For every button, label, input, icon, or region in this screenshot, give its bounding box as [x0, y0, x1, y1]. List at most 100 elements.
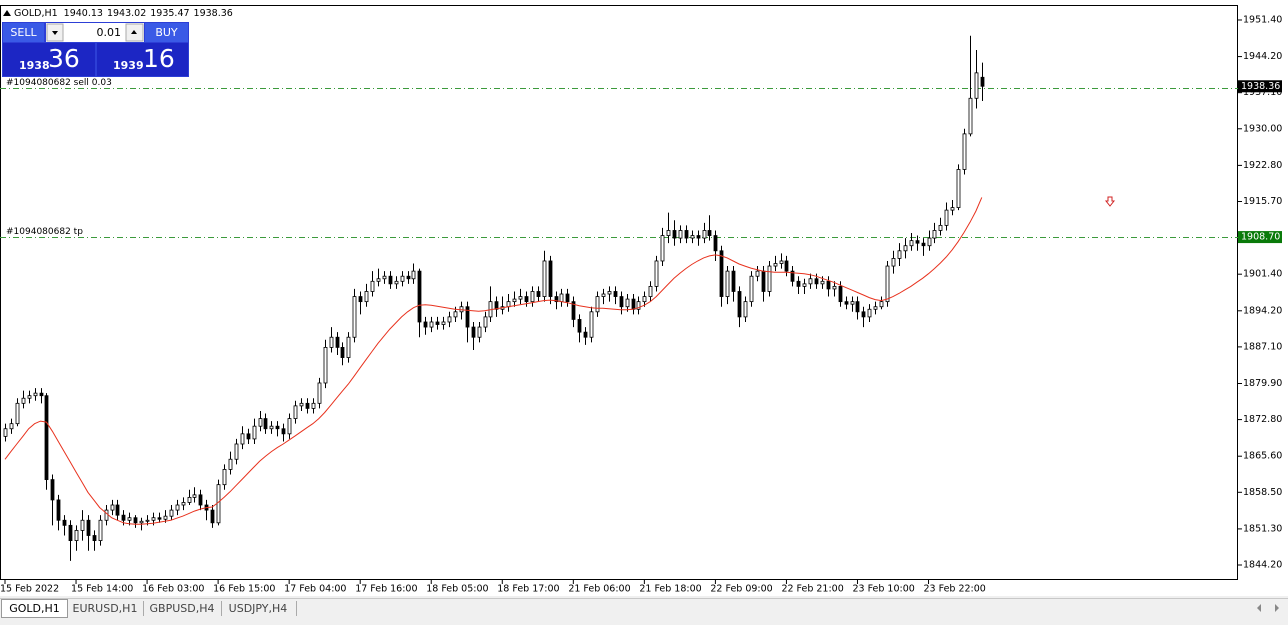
candle-body	[832, 285, 837, 290]
candle-body	[346, 336, 351, 358]
candle-body	[281, 428, 286, 435]
y-tick-label: 1930.00	[1243, 123, 1282, 134]
candle-body	[773, 263, 778, 267]
candle-body	[956, 169, 961, 208]
candle-body	[915, 240, 920, 244]
candle-body	[157, 517, 162, 520]
candle-body	[27, 395, 32, 399]
candle-body	[678, 230, 683, 239]
candle-body	[104, 509, 109, 521]
candle-body	[376, 278, 381, 282]
candle-body	[453, 311, 458, 318]
candle-body	[554, 296, 559, 303]
tab-label[interactable]: USDJPY,H4	[229, 602, 288, 615]
candle-body	[3, 428, 8, 437]
x-tick-label: 23 Feb 10:00	[852, 584, 914, 595]
candle-body	[429, 321, 434, 328]
candle-body	[335, 336, 340, 348]
candle-body	[145, 519, 150, 522]
candle-body	[779, 260, 784, 264]
candle-body	[725, 270, 730, 297]
y-tick-label: 1858.50	[1243, 487, 1282, 498]
lot-up-icon	[131, 30, 137, 34]
candle-body	[68, 524, 73, 541]
candle-body	[323, 347, 328, 384]
candle-body	[269, 425, 274, 430]
buy-button[interactable]	[145, 23, 188, 42]
y-tick-label: 1887.10	[1243, 341, 1282, 352]
candle-body	[820, 280, 825, 285]
bid-box	[1238, 80, 1282, 93]
candle-body	[784, 260, 789, 272]
candle-body	[483, 316, 488, 328]
tab-label[interactable]: GBPUSD,H4	[150, 602, 215, 615]
x-tick-label: 15 Feb 2022	[0, 584, 59, 595]
y-tick-label: 1879.90	[1243, 378, 1282, 389]
tab-label[interactable]: GOLD,H1	[9, 602, 60, 615]
ask-main: 1939	[113, 59, 144, 72]
candle-body	[423, 321, 428, 328]
candle-body	[435, 321, 440, 325]
candle-body	[21, 397, 26, 404]
candle-body	[713, 235, 718, 252]
scroll-right[interactable]	[1275, 604, 1279, 612]
candle-body	[234, 443, 239, 460]
candle-body	[660, 235, 665, 262]
candle-body	[559, 293, 564, 303]
order-label: #1094080682 sell 0.03	[6, 78, 112, 88]
candle-body	[707, 230, 712, 236]
candle-body	[293, 405, 298, 419]
candle-body	[92, 535, 97, 541]
candle-body	[39, 392, 44, 397]
candle-body	[477, 326, 482, 338]
candle-body	[974, 72, 979, 99]
ask-pips: 16	[143, 44, 175, 73]
candle-body	[305, 402, 310, 409]
sell-price-box[interactable]	[3, 43, 95, 76]
candle-body	[850, 301, 855, 305]
x-tick-label: 17 Feb 04:00	[284, 584, 346, 595]
scroll-left[interactable]	[1257, 604, 1261, 612]
y-tick-label: 1901.40	[1243, 269, 1282, 280]
buy-price-box[interactable]	[97, 43, 188, 76]
candle-body	[844, 301, 849, 305]
candle-body	[127, 517, 132, 521]
candle-body	[654, 260, 659, 287]
candle-body	[642, 296, 647, 303]
header-high: 1943.02	[107, 8, 146, 19]
sell-label: SELL	[10, 26, 37, 39]
candle-body	[311, 402, 316, 409]
candle-body	[932, 230, 937, 239]
order-label: #1094080682 tp	[6, 227, 83, 237]
y-tick-label: 1915.70	[1243, 196, 1282, 207]
candle-body	[80, 519, 85, 531]
candle-body	[512, 298, 517, 303]
trade-panel: SELL 0.01 BUY 1938 36 1939 16	[2, 22, 189, 77]
candle-body	[9, 423, 14, 430]
candle-body	[909, 240, 914, 247]
bid-label: 1938.36	[1241, 81, 1280, 92]
candle-body	[329, 336, 334, 348]
candle-body	[749, 275, 754, 303]
lot-input[interactable]	[46, 23, 144, 42]
candle-body	[252, 425, 257, 440]
candle-body	[394, 280, 399, 285]
tab-active[interactable]	[1, 599, 68, 618]
candle-body	[33, 392, 38, 397]
candle-body	[263, 418, 268, 430]
candle-body	[74, 530, 79, 541]
candle-body	[542, 260, 547, 297]
candle-body	[577, 319, 582, 333]
sell-button[interactable]	[3, 23, 44, 42]
collapse-icon[interactable]	[3, 10, 11, 16]
candle-body	[181, 502, 186, 506]
candle-body	[524, 296, 529, 303]
candle-body	[536, 291, 541, 297]
candle-body	[743, 301, 748, 318]
chart-header: GOLD,H1 1940.13 1943.02 1935.47 1938.36	[14, 8, 233, 19]
candle-body	[163, 515, 168, 520]
candle-body	[44, 395, 49, 480]
x-tick-label: 18 Feb 17:00	[497, 584, 559, 595]
tab-label[interactable]: EURUSD,H1	[73, 602, 138, 615]
